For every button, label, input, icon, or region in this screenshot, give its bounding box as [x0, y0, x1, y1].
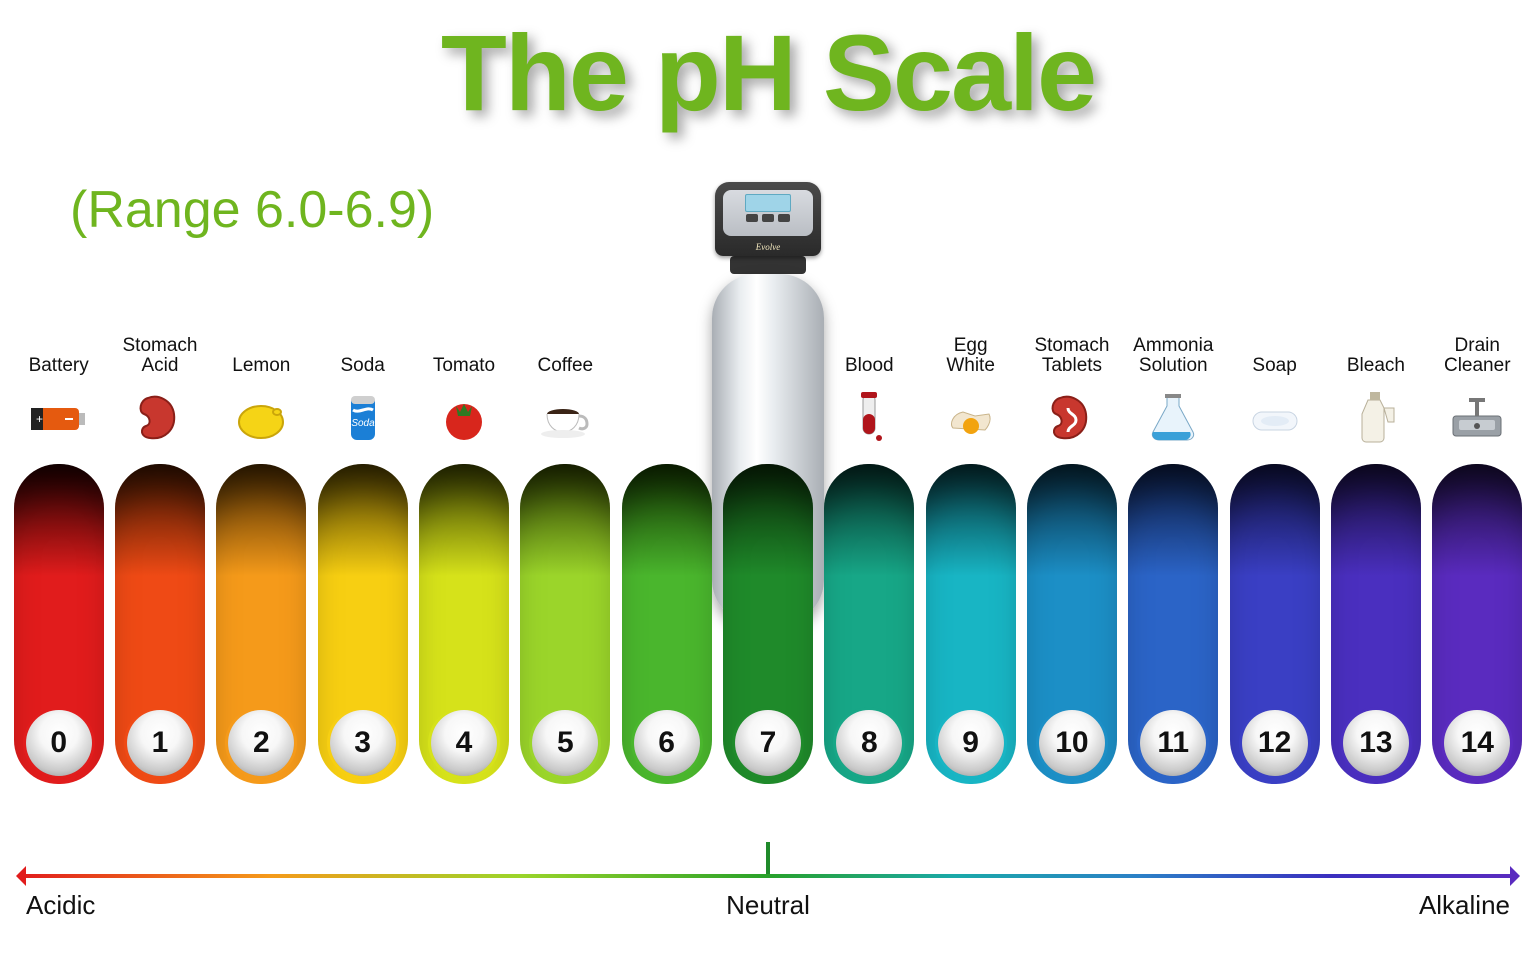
ph-item-label: AmmoniaSolution — [1133, 320, 1213, 376]
coffee-cup-icon — [527, 380, 603, 456]
ph-item-label: StomachTablets — [1034, 320, 1109, 376]
ph-item-label: StomachAcid — [123, 320, 198, 376]
ph-item-label: Coffee — [537, 320, 593, 376]
range-subtitle: (Range 6.0-6.9) — [70, 180, 434, 240]
acidic-arrow — [20, 874, 768, 878]
axis-acidic-label: Acidic — [26, 890, 95, 921]
ph-bar: 0 — [14, 464, 104, 784]
ph-number: 2 — [228, 710, 294, 776]
ph-columns: Battery +0 StomachAcid 1 Lemon 2 Soda Soda 3 Toma… — [12, 320, 1524, 784]
ph-column-6: 6 — [620, 320, 713, 784]
egg-icon — [933, 380, 1009, 456]
ph-bar: 2 — [216, 464, 306, 784]
ph-column-10: StomachTablets 10 — [1025, 320, 1118, 784]
ph-column-7: 7 — [721, 320, 814, 784]
ph-column-5: Coffee 5 — [519, 320, 612, 784]
ph-item-label: Soap — [1252, 320, 1296, 376]
bleach-bottle-icon — [1338, 380, 1414, 456]
neutral-tick — [766, 842, 770, 878]
ph-bar: 14 — [1432, 464, 1522, 784]
ph-item-label: Blood — [845, 320, 894, 376]
ph-bar: 11 — [1128, 464, 1218, 784]
ph-column-1: StomachAcid 1 — [113, 320, 206, 784]
ph-bar: 12 — [1230, 464, 1320, 784]
lemon-icon — [223, 380, 299, 456]
ph-bar: 9 — [926, 464, 1016, 784]
ph-bar: 10 — [1027, 464, 1117, 784]
ph-column-9: EggWhite 9 — [924, 320, 1017, 784]
ph-number: 5 — [532, 710, 598, 776]
ph-scale-infographic: The pH Scale (Range 6.0-6.9) Evolve Batt… — [0, 0, 1536, 966]
filter-brand-label: Evolve — [715, 242, 821, 252]
ph-bar: 4 — [419, 464, 509, 784]
ph-number: 14 — [1444, 710, 1510, 776]
ph-bar: 3 — [318, 464, 408, 784]
alkaline-arrow — [768, 874, 1516, 878]
flask-icon — [1135, 380, 1211, 456]
ph-number: 7 — [735, 710, 801, 776]
ph-item-label: Battery — [29, 320, 89, 376]
soap-icon — [1237, 380, 1313, 456]
svg-text:Soda: Soda — [351, 418, 375, 429]
axis: Acidic Neutral Alkaline — [20, 842, 1516, 922]
ph-column-14: DrainCleaner 14 — [1431, 320, 1524, 784]
axis-neutral-label: Neutral — [726, 890, 810, 921]
ph-column-13: Bleach 13 — [1329, 320, 1422, 784]
main-title: The pH Scale — [0, 10, 1536, 135]
ph-item-label: EggWhite — [946, 320, 995, 376]
battery-icon: + — [21, 380, 97, 456]
ph-number: 9 — [938, 710, 1004, 776]
ph-bar: 7 — [723, 464, 813, 784]
ph-bar: 5 — [520, 464, 610, 784]
ph-item-label: Bleach — [1347, 320, 1405, 376]
ph-number: 6 — [634, 710, 700, 776]
ph-number: 13 — [1343, 710, 1409, 776]
ph-bar: 1 — [115, 464, 205, 784]
ph-column-11: AmmoniaSolution 11 — [1127, 320, 1220, 784]
ph-number: 11 — [1140, 710, 1206, 776]
ph-number: 3 — [330, 710, 396, 776]
sink-icon — [1439, 380, 1515, 456]
axis-alkaline-label: Alkaline — [1419, 890, 1510, 921]
ph-column-12: Soap 12 — [1228, 320, 1321, 784]
filter-valve-head: Evolve — [715, 182, 821, 256]
ph-column-8: Blood 8 — [823, 320, 916, 784]
soda-can-icon: Soda — [325, 380, 401, 456]
ph-item-label: DrainCleaner — [1444, 320, 1511, 376]
ph-number: 0 — [26, 710, 92, 776]
ph-bar: 13 — [1331, 464, 1421, 784]
ph-number: 4 — [431, 710, 497, 776]
stomach-tablet-icon — [1034, 380, 1110, 456]
ph-column-2: Lemon 2 — [215, 320, 308, 784]
ph-number: 12 — [1242, 710, 1308, 776]
ph-column-3: Soda Soda 3 — [316, 320, 409, 784]
ph-number: 1 — [127, 710, 193, 776]
ph-number: 10 — [1039, 710, 1105, 776]
ph-item-label: Tomato — [433, 320, 495, 376]
stomach-icon — [122, 380, 198, 456]
tomato-icon — [426, 380, 502, 456]
ph-column-0: Battery +0 — [12, 320, 105, 784]
ph-item-label: Soda — [340, 320, 384, 376]
ph-column-4: Tomato 4 — [417, 320, 510, 784]
ph-item-label: Lemon — [232, 320, 290, 376]
ph-number: 8 — [836, 710, 902, 776]
test-tube-icon — [831, 380, 907, 456]
ph-bar: 6 — [622, 464, 712, 784]
svg-text:+: + — [36, 412, 43, 426]
filter-lcd-screen — [745, 194, 791, 212]
ph-bar: 8 — [824, 464, 914, 784]
